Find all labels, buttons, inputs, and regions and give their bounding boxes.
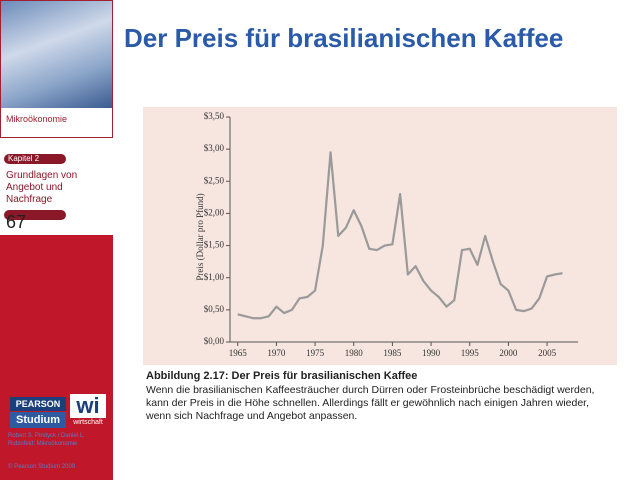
price-line — [237, 151, 563, 320]
page-pill — [4, 210, 66, 220]
slide-title: Der Preis für brasilianischen Kaffee — [124, 23, 564, 53]
caption-text: Wenn die brasilianischen Kaffeesträucher… — [146, 384, 595, 422]
x-tick-label: 1995 — [461, 348, 480, 358]
y-tick-label: $2,50 — [204, 175, 225, 185]
sidebar — [0, 235, 113, 480]
copyright: © Pearson Studium 2009 — [8, 464, 76, 470]
x-tick-label: 1990 — [422, 348, 441, 358]
x-tick-label: 1980 — [345, 348, 364, 358]
y-axis-label: Preis (Dollar pro Pfund) — [195, 193, 205, 280]
x-tick-label: 2000 — [499, 348, 518, 358]
header-image — [0, 0, 113, 108]
imprint-logo: Studium — [10, 412, 66, 428]
y-tick-label: $0,00 — [204, 336, 225, 346]
x-tick-label: 1985 — [383, 348, 402, 358]
authors: Robert S. Pindyck / Daniel L. Rubinfeld:… — [8, 433, 85, 447]
course-name: Mikroökonomie — [6, 114, 68, 124]
series-logo-sub: wirtschaft — [73, 419, 103, 426]
x-tick-label: 1965 — [229, 348, 248, 358]
chart-background — [143, 107, 617, 365]
x-tick-label: 1970 — [267, 348, 286, 358]
y-tick-label: $3,00 — [204, 143, 225, 153]
y-tick-label: $2,00 — [204, 207, 225, 217]
chart: Preis (Dollar pro Pfund) $0,00 $0,50 $1,00… — [195, 111, 578, 358]
y-tick-label: $1,50 — [204, 240, 225, 250]
x-tick-label: 1975 — [306, 348, 325, 358]
caption-title: Abbildung 2.17: Der Preis für brasiliani… — [146, 370, 418, 382]
x-tick-label: 2005 — [538, 348, 557, 358]
y-tick-label: $1,00 — [204, 272, 225, 282]
page-number: 67 — [6, 212, 27, 232]
y-tick-label: $3,50 — [204, 111, 225, 121]
publisher-logo: PEARSON — [10, 397, 66, 411]
y-tick-label: $0,50 — [204, 304, 225, 314]
chapter-label: Kapitel 2 — [4, 154, 66, 164]
image-frame — [0, 0, 113, 138]
chapter-title: Grundlagen von Angebot und Nachfrage — [6, 170, 78, 205]
series-logo: wi — [70, 394, 106, 418]
